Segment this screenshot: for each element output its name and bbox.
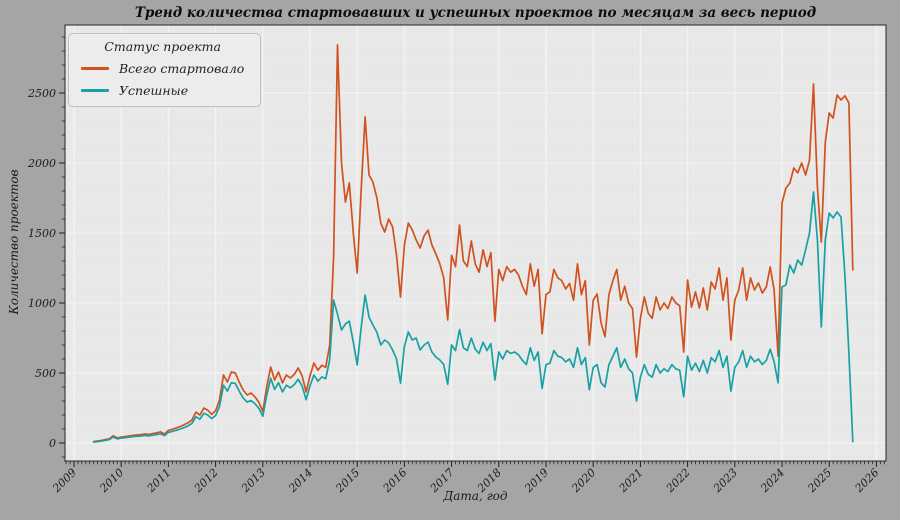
y-axis-label: Количество проектов [7,169,21,315]
x-ticks [65,461,885,467]
legend-title: Статус проекта [104,39,221,54]
y-tick-label: 1000 [28,297,56,310]
legend-item-successful: Успешные [81,83,244,98]
y-tick-label: 500 [35,367,56,380]
y-tick-label: 0 [49,437,56,450]
y-tick-labels: 0 500 1000 1500 2000 2500 [27,87,56,450]
chart-title: Тренд количества стартовавших и успешных… [134,5,817,21]
y-tick-label: 1500 [28,227,56,240]
legend-item-started: Всего стартовало [81,61,244,76]
y-tick-label: 2500 [27,87,56,100]
legend: Статус проекта Всего стартовало Успешные [68,33,262,107]
series-line-successful [92,191,854,443]
x-axis-label: Дата, год [443,489,508,503]
legend-item-label: Всего стартовало [119,61,245,76]
started-line-swatch-icon [81,67,109,70]
series-line-started [92,44,854,443]
successful-line-swatch-icon [81,89,109,92]
legend-item-label: Успешные [119,83,189,98]
y-tick-label: 2000 [27,157,56,170]
major-gridlines [65,25,886,461]
y-ticks [59,36,65,458]
